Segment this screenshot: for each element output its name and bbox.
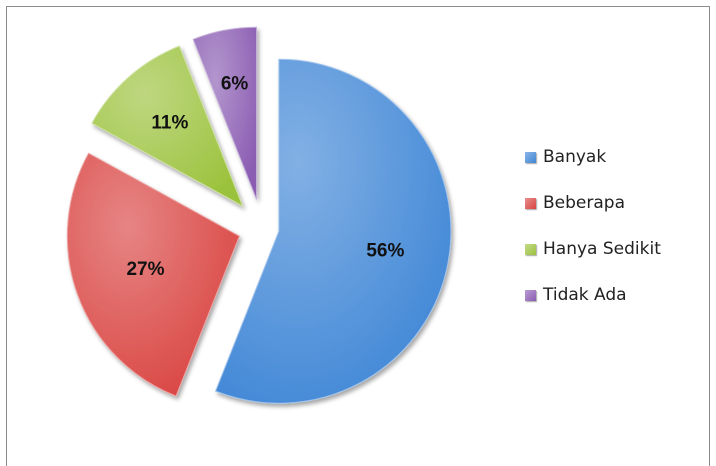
pie-slices [66, 26, 452, 404]
pie-slice-beberapa [66, 152, 240, 397]
pie-labels: 56% 27% 11% 6% [126, 73, 404, 280]
legend-swatch [525, 197, 536, 209]
pie-slice-hanya-sedikit [91, 45, 244, 208]
legend-item-banyak: Banyak [525, 145, 661, 169]
legend: Banyak Beberapa Hanya Sedikit Tidak Ada [525, 145, 661, 329]
legend-label: Hanya Sedikit [543, 239, 661, 259]
legend-item-hanya-sedikit: Hanya Sedikit [525, 237, 661, 261]
legend-item-tidak-ada: Tidak Ada [525, 283, 661, 307]
data-label-beberapa: 27% [126, 259, 164, 280]
pie-slice-tidak-ada [192, 26, 258, 200]
legend-swatch [525, 243, 536, 255]
legend-label: Tidak Ada [543, 285, 627, 305]
data-label-banyak: 56% [366, 241, 404, 262]
legend-label: Banyak [543, 147, 607, 167]
legend-label: Beberapa [543, 193, 625, 213]
legend-item-beberapa: Beberapa [525, 191, 661, 215]
data-label-tidak-ada: 6% [221, 73, 249, 94]
pie-slice-banyak [214, 58, 452, 404]
data-label-hanya-sedikit: 11% [151, 113, 188, 134]
legend-swatch [525, 151, 536, 163]
legend-swatch [525, 289, 536, 301]
